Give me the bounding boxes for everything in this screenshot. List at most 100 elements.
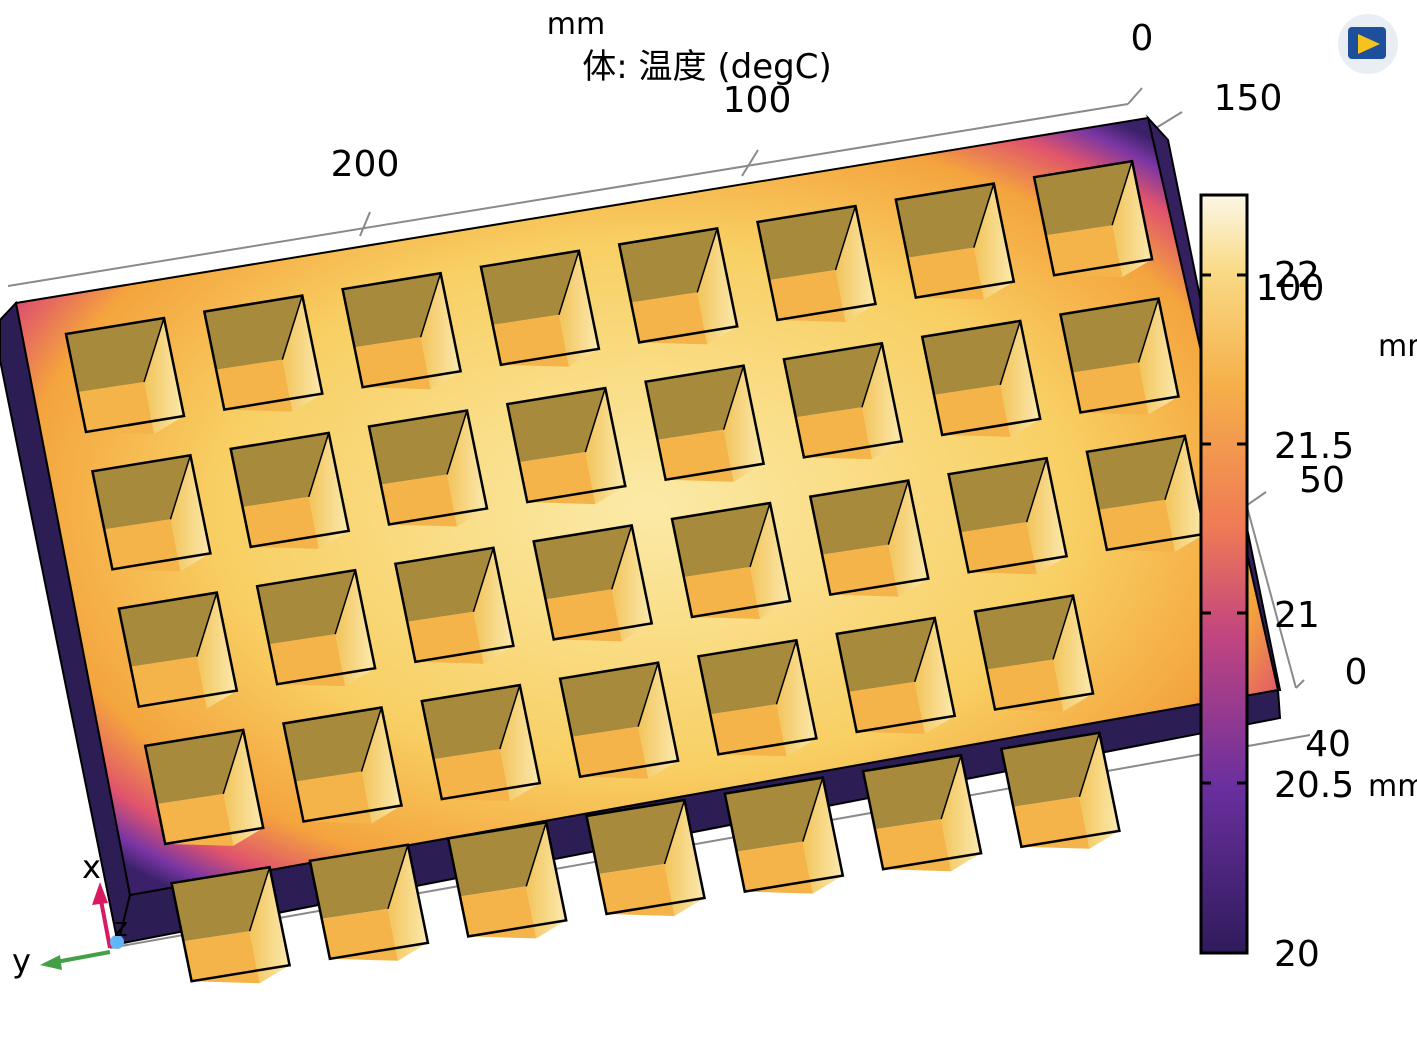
triad-y-arrowhead: [40, 955, 62, 970]
pocket-face: [448, 822, 547, 897]
pocket-face: [196, 592, 237, 709]
pocket-face: [1001, 732, 1100, 807]
pocket-face: [447, 410, 487, 527]
pocket-face: [183, 931, 260, 984]
pocket-edge: [861, 343, 883, 408]
pocket-face: [1034, 161, 1133, 236]
pocket: [505, 386, 627, 505]
pocket-edge: [525, 822, 547, 887]
pocket-face: [321, 908, 398, 961]
pocket: [861, 753, 983, 872]
pocket: [947, 456, 1069, 575]
pocket: [308, 843, 430, 961]
pocket: [479, 249, 601, 367]
pocket: [341, 271, 463, 390]
pocket-face: [1060, 298, 1159, 373]
colorbar-tick-label: 22: [1274, 255, 1320, 296]
pocket-face: [975, 595, 1073, 670]
pocket-face: [657, 429, 734, 482]
pocket-outline: [920, 319, 1042, 437]
pocket-face: [586, 800, 685, 874]
pocket-outline: [835, 616, 957, 734]
pocket-outline: [973, 594, 1095, 711]
pocket-face: [1046, 225, 1123, 278]
pocket-outline: [782, 341, 904, 459]
colorbar-tick-label: 21.5: [1274, 426, 1354, 467]
pocket-outline: [756, 204, 877, 322]
axis-triad: x y z: [12, 848, 128, 980]
pocket-face: [269, 634, 346, 687]
right-axis-tick: 100: [1256, 268, 1325, 309]
pocket-face: [242, 496, 319, 549]
pocket-face: [1013, 796, 1090, 849]
pocket-face: [863, 755, 962, 830]
pocket-edge: [169, 455, 192, 520]
comsol-logo-icon: [1338, 14, 1398, 74]
pocket-face: [973, 183, 1014, 300]
pocket-face: [216, 359, 293, 412]
pocket-face: [987, 659, 1063, 712]
pocket-edge: [1137, 298, 1160, 363]
pocket: [894, 182, 1016, 300]
pocket-edge: [663, 799, 686, 865]
pocket-face: [78, 382, 154, 434]
pocket-face: [407, 611, 484, 664]
pocket-edge: [334, 569, 356, 635]
pocket-face: [118, 592, 217, 667]
pocket-face: [934, 384, 1011, 437]
pocket-face: [507, 388, 606, 463]
pocket-face: [1026, 458, 1067, 575]
pocket-face: [948, 458, 1047, 533]
pocket-face: [171, 867, 270, 942]
pocket: [1085, 434, 1207, 552]
pocket-edge: [1164, 435, 1186, 501]
pocket-face: [558, 250, 599, 367]
pocket-face: [1086, 435, 1185, 510]
pocket-outline: [558, 661, 680, 779]
pocket-face: [598, 864, 675, 916]
pocket: [644, 364, 766, 482]
colorbar-tick-label: 20: [1274, 934, 1320, 975]
pocket-face: [420, 273, 461, 390]
pocket-outline: [143, 728, 265, 846]
pocket-face: [381, 474, 457, 527]
pocket-edge: [419, 272, 442, 338]
pocket-outline: [479, 249, 601, 367]
pocket-face: [526, 822, 567, 939]
plot-title: 体: 温度 (degC): [582, 47, 831, 87]
pocket-face: [144, 318, 184, 434]
pocket-face: [822, 544, 899, 597]
pocket-outline: [644, 364, 766, 482]
pocket-outline: [532, 523, 654, 641]
pocket-outline: [617, 226, 739, 344]
axis-tick-labels: 200 100 0 150 100 50 0 mm 40 mm: [331, 18, 1417, 804]
pocket-face: [1079, 732, 1120, 849]
pocket-face: [848, 681, 925, 734]
depth-axis-unit: mm: [1368, 769, 1417, 804]
pocket-edge: [637, 662, 659, 727]
slab-top-face: [14, 116, 1280, 897]
pocket: [282, 706, 403, 824]
pocket-outline: [170, 865, 292, 983]
pocket-edge: [446, 410, 468, 475]
pocket: [723, 776, 845, 894]
pocket-face: [145, 729, 244, 804]
pocket-face: [1053, 595, 1093, 712]
pocket-face: [697, 228, 738, 345]
pocket-edge: [999, 320, 1021, 386]
pocket: [617, 226, 739, 345]
pocket-edge: [499, 684, 521, 750]
pocket-outline: [999, 731, 1121, 849]
right-axis-tick: 50: [1299, 460, 1345, 501]
pocket-outline: [117, 591, 239, 709]
pocket: [255, 568, 377, 687]
pocket-face: [776, 640, 817, 757]
pocket: [229, 431, 351, 549]
pocket: [558, 661, 680, 779]
pocket-face: [104, 519, 181, 572]
pocket-face: [433, 749, 510, 802]
pocket-face: [66, 318, 164, 392]
colorbar-tick-label: 20.5: [1274, 765, 1354, 806]
pocket-face: [664, 800, 705, 916]
